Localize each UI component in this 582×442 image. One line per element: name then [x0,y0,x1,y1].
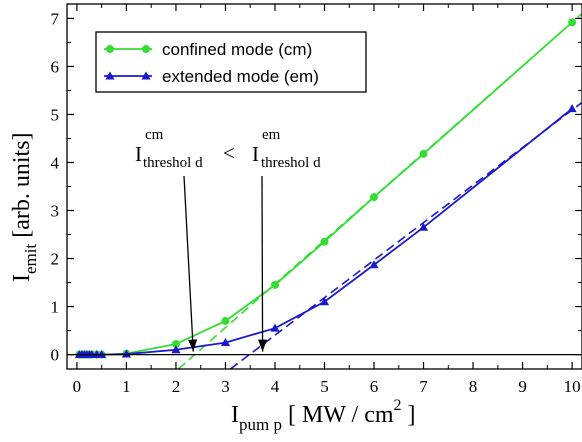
annotation-arrow-1 [261,175,264,352]
legend-marker-right-0 [142,45,150,53]
y-tick-label-6: 6 [51,57,60,76]
xlabel-main: I [231,402,239,428]
x-tick-label-4: 4 [271,377,280,396]
data-point [171,340,180,349]
threshold-annotation: I cm threshol d < I em threshol d [135,127,321,352]
x-tick-label-1: 1 [122,377,131,396]
ylabel-sub: emit [21,244,40,274]
data-point [220,337,231,347]
annotation-arrow-0 [183,175,194,352]
legend-marker-right-1 [141,71,151,80]
x-tick-label-5: 5 [320,377,329,396]
legend-marker-left-1 [105,71,115,80]
annotation-right-main: I [252,142,259,166]
data-point [418,222,429,231]
data-point [567,104,577,113]
data-point [419,149,428,158]
legend-marker-left-0 [106,45,114,53]
data-point [320,237,329,246]
y-tick-label-5: 5 [51,105,60,124]
data-point [369,260,379,269]
data-point [270,280,279,289]
legend: confined mode (cm) extended mode (em) [95,31,367,93]
data-point [319,297,330,306]
annotation-right-sub: threshol d [261,155,321,171]
annotation-right-sup: em [262,127,281,143]
y-tick-label-3: 3 [51,202,60,221]
y-tick-label-1: 1 [51,298,60,317]
y-axis-label: Iemit [arb. units] [9,132,40,282]
x-tick-label-6: 6 [370,377,379,396]
annotation-left-sub: threshol d [143,155,203,171]
x-tick-label-9: 9 [518,377,527,396]
y-tick-label-0: 0 [51,346,60,365]
annotation-left-sup: cm [145,127,164,143]
x-tick-label-3: 3 [221,377,230,396]
x-axis-label: Ipum p [ MW / cm2 ] [231,397,416,434]
x-tick-label-7: 7 [419,377,428,396]
ticks-layer: 0 1 2 3 4 5 6 7 8 9 10 0 1 2 3 4 5 6 7 [51,4,582,396]
data-point [221,316,230,325]
y-tick-label-7: 7 [51,9,60,28]
data-point [171,345,181,354]
x-tick-label-10: 10 [564,377,581,396]
xlabel-sub: pum p [239,415,282,434]
ylabel-rest: [arb. units] [9,132,35,243]
annotation-arrowhead-1 [258,339,268,352]
x-tick-label-8: 8 [469,377,478,396]
svg-text:Ipum p [ MW / cm2 ]: Ipum p [ MW / cm2 ] [231,397,416,434]
annotation-right: I [252,142,259,166]
annotation-left-main: I [135,142,142,166]
data-point [270,323,280,332]
xlabel-sup: 2 [394,397,402,414]
x-tick-label-2: 2 [172,377,181,396]
series-line-1 [79,107,573,356]
ylabel-main: I [9,274,35,282]
y-tick-label-4: 4 [51,153,60,172]
svg-text:Iemit [arb. units]: Iemit [arb. units] [9,132,40,282]
xlabel-rest: [ MW / cm [282,402,394,428]
annotation-left: I [135,142,142,166]
data-point [568,18,577,27]
legend-box [95,31,367,93]
data-point [121,349,132,358]
annotation-operator: < [223,141,235,165]
annotation-arrowhead-0 [188,339,198,352]
y-tick-label-2: 2 [51,250,60,269]
legend-entry-0: confined mode (cm) [162,40,312,59]
data-point [370,193,379,202]
x-tick-label-0: 0 [73,377,82,396]
xlabel-end: ] [402,402,416,428]
legend-entry-1: extended mode (em) [162,67,319,86]
